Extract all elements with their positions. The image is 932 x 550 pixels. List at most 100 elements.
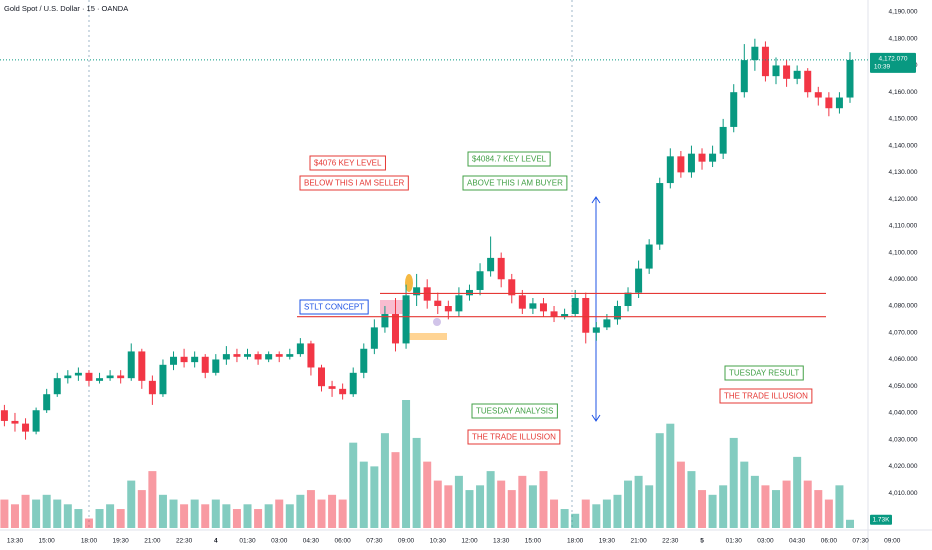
annotation-box (719, 388, 813, 404)
y-tick-label: 4,110.000 (889, 223, 918, 230)
candle-body (455, 295, 463, 312)
volume-bar (782, 480, 791, 528)
volume-bar (275, 499, 284, 528)
volume-bar (824, 499, 833, 528)
candle-body (349, 372, 357, 395)
candle-body (106, 375, 114, 379)
x-tick-label: 15:00 (525, 538, 542, 545)
y-tick-label: 4,140.000 (889, 142, 918, 149)
volume-bar (306, 490, 315, 528)
marker (433, 318, 441, 326)
volume-bar (550, 499, 559, 528)
annotation-box (462, 175, 568, 191)
x-tick-label: 19:30 (599, 538, 616, 545)
candle-body (381, 314, 389, 328)
candle-body (43, 394, 51, 411)
volume-tag (870, 514, 892, 525)
x-tick-label: 04:30 (303, 538, 320, 545)
x-tick-label: 22:30 (662, 538, 679, 545)
volume-bar (486, 471, 495, 528)
annotation-box (299, 299, 369, 315)
volume-bar (761, 485, 770, 528)
annotation: THE TRADE ILLUSION (724, 392, 808, 401)
candle-body (603, 319, 611, 328)
candle-body (96, 378, 104, 381)
y-tick-label: 4,080.000 (889, 303, 918, 310)
volume-bar (10, 504, 19, 528)
candle-body (539, 303, 547, 312)
volume-bar (793, 456, 802, 528)
candle-body (635, 268, 643, 293)
volume-bar (740, 461, 749, 528)
volume-bar (148, 471, 157, 528)
candle-body (751, 46, 759, 61)
annotation-box (467, 429, 561, 445)
candle-body (582, 297, 590, 333)
x-tick-label: 21:00 (630, 538, 647, 545)
candle-body (318, 367, 325, 387)
volume-bar (338, 499, 347, 528)
volume-bar (137, 490, 146, 528)
volume-bar (518, 475, 527, 528)
x-tick-label: 13:30 (7, 538, 24, 545)
volume-bar (729, 437, 738, 528)
volume-bar (317, 499, 326, 528)
candle-body (444, 306, 452, 312)
candle-body (307, 343, 315, 368)
annotation-box (471, 403, 558, 419)
annotation-box (467, 151, 551, 167)
volume-bar (264, 504, 273, 528)
volume-bar (444, 485, 453, 528)
price-tag-label: 4,172.070 (879, 56, 908, 63)
candle-body (476, 271, 484, 290)
volume-bar (190, 499, 199, 528)
volume-bar (296, 494, 305, 528)
volume-bar (835, 485, 844, 528)
volume-bar (412, 437, 421, 528)
candle-body (370, 327, 378, 349)
y-tick-label: 4,190.000 (889, 9, 918, 16)
y-tick-label: 4,020.000 (889, 463, 918, 470)
price-tag (870, 52, 916, 73)
x-tick-label: 5 (700, 538, 704, 545)
candle-body (487, 257, 495, 272)
candle-body (159, 364, 167, 395)
volume-bar (158, 494, 167, 528)
volume-bar (53, 499, 62, 528)
volume-bar (803, 480, 812, 528)
candle-body (825, 97, 833, 109)
x-tick-label: 10:30 (430, 538, 447, 545)
volume-bar (602, 499, 611, 528)
y-tick-label: 4,100.000 (889, 249, 918, 256)
x-tick-label: 01:30 (726, 538, 743, 545)
x-tick-label: 04:30 (789, 538, 806, 545)
annotation: TUESDAY ANALYSIS (476, 407, 553, 416)
volume-bar (645, 485, 654, 528)
candle-body (687, 153, 695, 173)
volume-bar (539, 471, 548, 528)
volume-bar (507, 490, 516, 528)
candle-body (698, 153, 706, 162)
candle-body (645, 244, 653, 269)
chart-title: Gold Spot / U.S. Dollar · 15 · OANDA (4, 4, 128, 13)
y-tick-label: 4,050.000 (889, 383, 918, 390)
volume-bar (423, 461, 432, 528)
volume-bar (666, 423, 675, 528)
annotation-box (309, 155, 386, 171)
volume-bar (211, 499, 220, 528)
candle-body (709, 153, 717, 162)
x-tick-label: 15:00 (39, 538, 56, 545)
candle-body (434, 300, 442, 307)
candle-body (740, 60, 748, 93)
countdown: 10:39 (874, 64, 891, 71)
volume-bar (560, 509, 569, 528)
x-tick-label: 01:30 (239, 538, 256, 545)
highlight-box (405, 333, 447, 340)
candle-body (222, 354, 230, 360)
volume-bar (380, 433, 389, 528)
candle-body (666, 156, 674, 184)
volume-bar (180, 504, 189, 528)
arrow-head (591, 196, 601, 422)
volume-bar (719, 485, 728, 528)
candle-body (783, 65, 791, 79)
